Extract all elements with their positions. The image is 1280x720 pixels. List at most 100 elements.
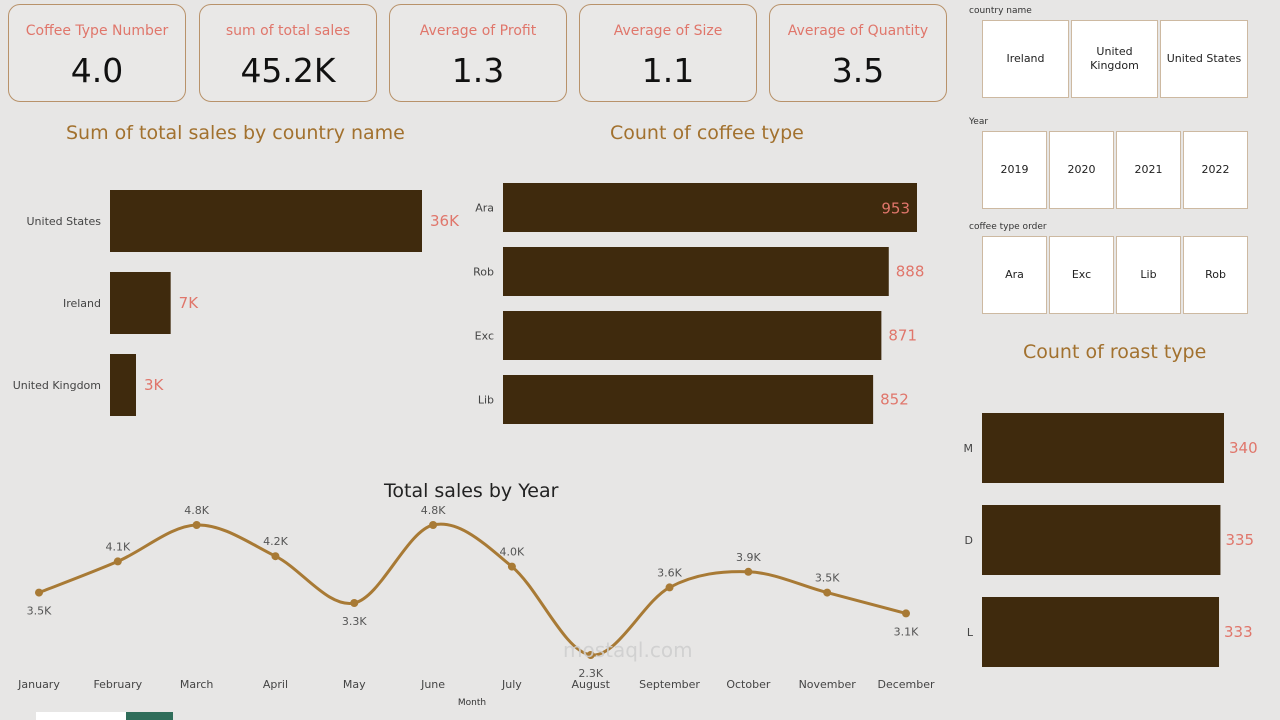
data-point (823, 588, 832, 597)
kpi-label: Average of Profit (419, 23, 537, 39)
bar (982, 505, 1221, 575)
year-option-2019[interactable]: 2019 (982, 131, 1047, 209)
x-axis-title: Month (458, 698, 486, 708)
data-label: 871 (888, 327, 917, 345)
data-point (665, 583, 674, 592)
roast-type-chart-title: Count of roast type (1023, 341, 1207, 363)
data-point (429, 521, 438, 529)
coffee-option-ara[interactable]: Ara (982, 236, 1047, 314)
kpi-label: Average of Size (613, 23, 723, 39)
x-tick-label: January (17, 678, 60, 691)
country-option-united-kingdom[interactable]: United Kingdom (1071, 20, 1158, 98)
category-tick-label: Lib (478, 394, 494, 407)
x-tick-label: May (343, 678, 366, 691)
kpi-value: 1.1 (641, 51, 695, 90)
x-tick-label: March (180, 678, 214, 691)
country-sales-bar-chart: United States 36K Ireland 7K United Kingdom 3… (13, 190, 460, 416)
data-label: 36K (430, 212, 460, 230)
data-point (586, 651, 595, 659)
data-label: 3.1K (894, 625, 919, 638)
data-point (507, 562, 516, 571)
bar (503, 183, 917, 232)
kpi-label: Coffee Type Number (25, 23, 169, 39)
country-option-ireland[interactable]: Ireland (982, 20, 1069, 98)
bar (110, 190, 422, 252)
x-tick-label: July (501, 678, 522, 691)
x-tick-label: December (877, 678, 935, 691)
kpi-value: 1.3 (451, 51, 505, 90)
category-tick-label: Exc (475, 330, 494, 343)
country-sales-chart-title: Sum of total sales by country name (66, 122, 405, 144)
category-tick-label: Ireland (63, 297, 101, 310)
data-label: 4.8K (421, 505, 446, 517)
kpi-card-average-profit: Average of Profit 1.3 (389, 4, 567, 102)
category-tick-label: L (967, 626, 974, 639)
bar (503, 375, 874, 424)
country-option-united-states[interactable]: United States (1160, 20, 1248, 98)
data-label: 7K (179, 294, 200, 312)
data-label: 335 (1225, 531, 1254, 549)
bar (110, 354, 136, 416)
x-tick-label: August (571, 678, 610, 691)
data-label: 3K (144, 376, 165, 394)
x-tick-label: September (639, 678, 700, 691)
kpi-value: 45.2K (240, 51, 336, 90)
page-tab[interactable] (36, 712, 126, 720)
bar (503, 247, 889, 296)
data-label: 888 (896, 263, 925, 281)
kpi-value: 3.5 (831, 51, 885, 90)
category-tick-label: Ara (475, 202, 494, 215)
roast-type-bar-chart: M 340 D 335 L 333 (964, 413, 1258, 667)
category-tick-label: Rob (473, 266, 494, 279)
kpi-card-coffee-type-number: Coffee Type Number 4.0 (8, 4, 186, 102)
data-label: 3.5K (815, 572, 840, 585)
bar (982, 413, 1224, 483)
watermark: mostaql.com (563, 638, 693, 662)
kpi-label: Average of Quantity (787, 23, 929, 39)
x-tick-label: November (799, 678, 857, 691)
kpi-card-average-size: Average of Size 1.1 (579, 4, 757, 102)
x-tick-label: April (263, 678, 288, 691)
country-slicer-label: country name (969, 6, 1032, 16)
page-tab-active[interactable] (126, 712, 173, 720)
data-label: 3.6K (657, 566, 682, 579)
data-point (350, 599, 359, 607)
sales-by-year-line-chart: 3.5K January 4.1K February 4.8K March 4.2K Apri… (17, 505, 935, 708)
coffee-option-exc[interactable]: Exc (1049, 236, 1114, 314)
bar (982, 597, 1220, 667)
data-label: 4.1K (105, 540, 130, 553)
data-point (35, 588, 43, 597)
kpi-card-average-quantity: Average of Quantity 3.5 (769, 4, 947, 102)
data-label: 333 (1224, 623, 1253, 641)
kpi-value: 4.0 (70, 51, 124, 90)
kpi-card-total-sales: sum of total sales 45.2K (199, 4, 377, 102)
x-tick-label: October (726, 678, 770, 691)
coffee-option-rob[interactable]: Rob (1183, 236, 1248, 314)
year-slicer-label: Year (969, 117, 989, 127)
year-option-2021[interactable]: 2021 (1116, 131, 1181, 209)
coffee-option-lib[interactable]: Lib (1116, 236, 1181, 314)
data-label: 852 (880, 391, 909, 409)
x-tick-label: February (93, 678, 142, 691)
category-tick-label: M (964, 442, 974, 455)
bar (503, 311, 882, 360)
data-label: 2.3K (578, 667, 603, 680)
data-point (271, 552, 280, 561)
data-label: 4.2K (263, 535, 288, 548)
year-option-2022[interactable]: 2022 (1183, 131, 1248, 209)
data-label: 3.9K (736, 551, 761, 564)
data-label: 3.5K (27, 605, 52, 618)
data-label: 4.8K (184, 505, 209, 517)
data-label: 953 (881, 200, 910, 218)
data-point (113, 557, 122, 566)
kpi-label: sum of total sales (225, 23, 351, 39)
category-tick-label: United Kingdom (13, 379, 101, 392)
sales-line (38, 522, 907, 657)
coffee-type-slicer-label: coffee type order (969, 222, 1047, 232)
coffee-type-bar-chart: Ara 953 Rob 888 Exc 871 Lib 852 (473, 183, 925, 424)
x-tick-label: June (420, 678, 445, 691)
year-option-2020[interactable]: 2020 (1049, 131, 1114, 209)
data-label: 3.3K (342, 615, 367, 628)
data-point (744, 567, 753, 576)
data-point (192, 521, 201, 529)
